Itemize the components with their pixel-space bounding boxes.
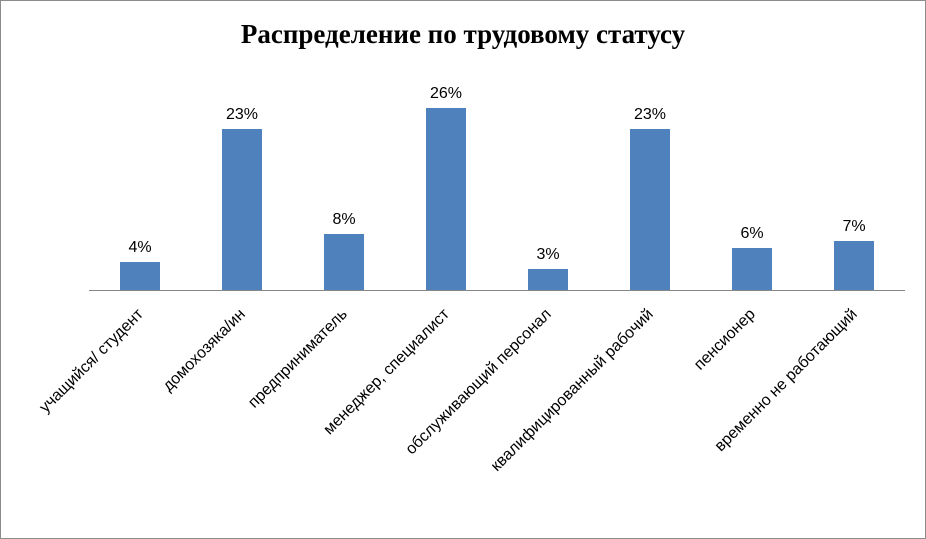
data-label-5: 3%: [536, 246, 559, 263]
data-label-2: 23%: [226, 106, 258, 123]
bar-1: [120, 262, 160, 290]
bar-2: [222, 129, 262, 290]
category-label-3: предприниматель: [245, 306, 351, 412]
bars-group: [120, 108, 874, 290]
bar-5: [528, 269, 568, 290]
data-label-3: 8%: [332, 211, 355, 228]
bar-8: [834, 241, 874, 290]
category-label-2: домохозяка/ин: [160, 306, 249, 395]
chart-title: Распределение по трудовому статусу: [240, 19, 686, 49]
bar-3: [324, 234, 364, 290]
category-label-1: учащийся/ студент: [36, 305, 147, 416]
data-label-8: 7%: [842, 218, 865, 235]
category-label-7: пенсионер: [691, 306, 759, 374]
category-label-6: квалифицированный рабочий: [488, 306, 657, 475]
category-labels-group: учащийся/ студент домохозяка/инпредприним…: [36, 305, 860, 474]
data-label-1: 4%: [128, 239, 151, 256]
data-label-7: 6%: [740, 225, 763, 242]
bar-6: [630, 129, 670, 290]
data-label-4: 26%: [430, 85, 462, 102]
bar-7: [732, 248, 772, 290]
bar-4: [426, 108, 466, 290]
data-labels-group: 4% 23% 8% 26% 3% 23% 6% 7%: [128, 85, 865, 263]
data-label-6: 23%: [634, 106, 666, 123]
